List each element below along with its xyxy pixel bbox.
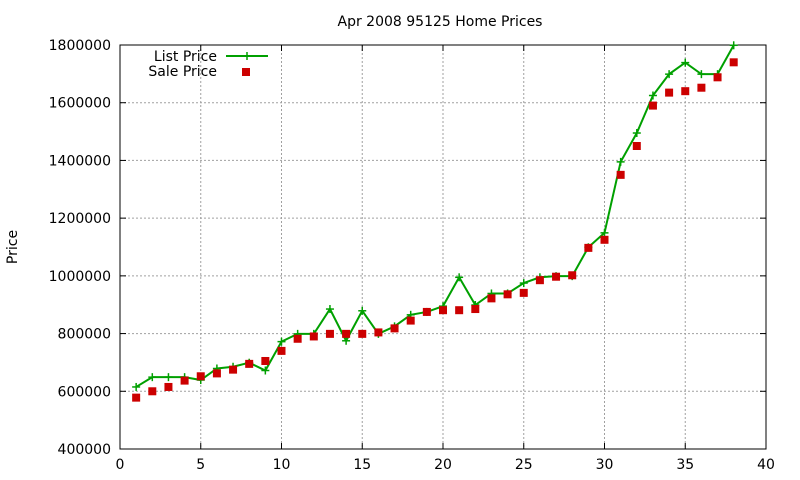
list-price-point [325,305,334,314]
list-price-point [261,366,270,375]
x-tick-label: 10 [273,457,291,473]
list-price-point [648,91,657,100]
sale-price-point [568,271,577,280]
list-price-point [164,373,173,382]
x-tick-label: 40 [757,457,775,473]
y-tick-label: 1400000 [49,153,111,169]
x-tick-label: 35 [676,457,694,473]
x-tick-label: 5 [196,457,205,473]
sale-price-point [245,359,254,368]
sale-price-point [713,73,722,82]
sale-price-point [293,334,302,343]
list-price-point [148,373,157,382]
list-price-point [358,306,367,315]
x-tick-label: 30 [596,457,614,473]
chart-title: Apr 2008 95125 Home Prices [338,14,543,30]
sale-price-point [552,272,561,281]
y-axis-label: Price [5,230,21,264]
sale-price-point [535,276,544,285]
list-price-point [697,70,706,79]
sale-price-point [164,382,173,391]
sale-price-point [212,369,221,378]
sale-price-point [648,101,657,110]
sale-price-point [471,305,480,314]
sale-price-point [342,329,351,338]
sale-price-point [132,393,141,402]
sale-price-point [616,170,625,179]
sale-price-point [358,329,367,338]
legend-marker-list-price [243,52,251,60]
x-tick-label: 15 [353,457,371,473]
sale-price-point [325,329,334,338]
y-tick-label: 800000 [58,327,111,343]
x-tick-label: 0 [116,457,125,473]
sale-price-point [180,376,189,385]
sale-price-point [487,294,496,303]
legend-marker-sale-price [242,68,250,76]
sale-price-point [374,328,383,337]
legend-label-sale-price: Sale Price [148,64,217,80]
x-tick-label: 25 [515,457,533,473]
list-price-point [342,336,351,345]
y-ticks: 400000 600000 800000 1000000 1200000 1400000 1… [49,38,766,458]
list-price-point [277,337,286,346]
sale-price-point [422,307,431,316]
sale-price-point [406,316,415,325]
sale-price-point [729,58,738,67]
sale-price-point [229,365,238,374]
y-tick-label: 1600000 [49,96,111,112]
sale-price-point [455,306,464,315]
sale-price-point [439,306,447,315]
sale-price-point [632,142,641,150]
x-ticks: 0 5 10 15 20 25 30 35 40 [116,45,775,473]
list-price-point [729,41,738,50]
sale-price-point [519,288,528,297]
x-tick-label: 20 [434,457,452,473]
list-price-point [665,70,674,79]
list-price-point [455,273,464,282]
sale-price-point [600,235,609,244]
y-tick-label: 1800000 [49,38,111,54]
y-tick-label: 1000000 [49,269,111,285]
y-tick-label: 400000 [58,442,111,458]
grid [120,45,766,449]
sale-price-point [390,324,399,333]
list-price-point [681,58,690,67]
sale-price-point [309,332,318,341]
list-price-point [632,129,641,138]
list-price-point [519,279,528,288]
sale-price-point [584,243,593,252]
sale-price-point [277,346,286,355]
legend: List Price Sale Price [148,49,268,80]
sale-price-point [665,88,674,97]
legend-label-list-price: List Price [154,49,217,65]
list-price-point [600,228,609,237]
y-tick-label: 600000 [58,384,111,400]
list-price-point [616,157,625,166]
sale-price-point [148,387,157,396]
series-layer [132,41,738,402]
y-tick-label: 1200000 [49,211,111,227]
sale-price-point [697,83,706,92]
sale-price-point [261,356,270,365]
sale-price-point [503,290,512,299]
sale-price-point [196,372,205,381]
list-price-line [135,44,735,388]
list-price-point [132,382,141,391]
sale-price-point [681,87,690,96]
